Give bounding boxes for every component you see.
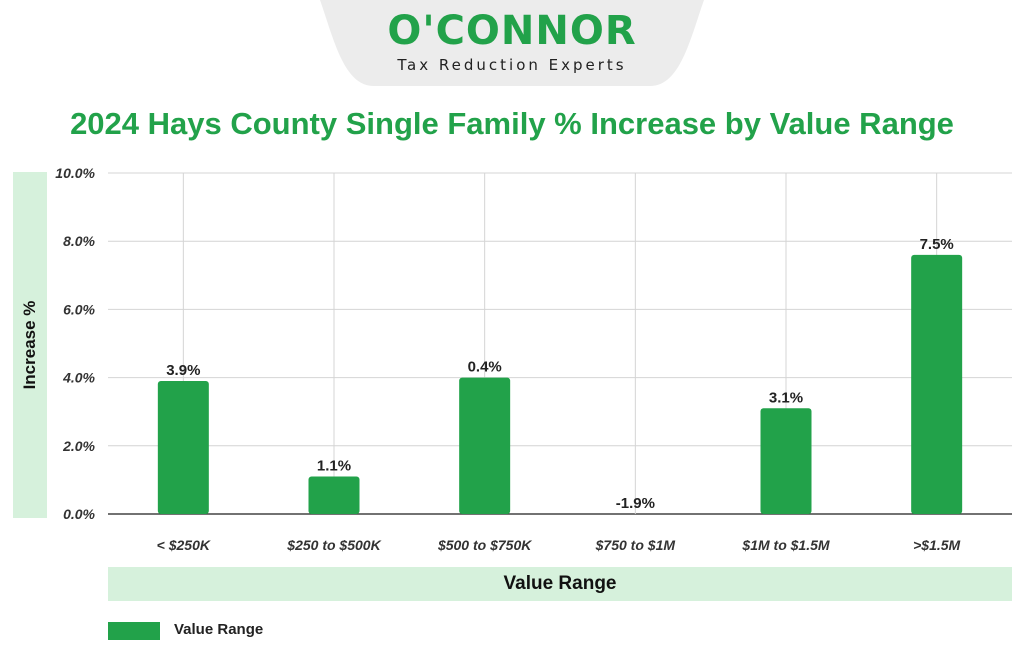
chart-title: 2024 Hays County Single Family % Increas… xyxy=(70,106,954,141)
x-tick-label: < $250K xyxy=(157,537,211,553)
y-tick-label: 10.0% xyxy=(55,165,95,181)
legend-label: Value Range xyxy=(174,621,264,638)
data-labels: 3.9% 1.1% 0.4% -1.9% 3.1% 7.5% xyxy=(166,236,954,512)
bar-value-label: 0.4% xyxy=(468,359,502,376)
bar-value-label: 3.9% xyxy=(166,362,200,379)
bar xyxy=(308,476,360,514)
y-axis-label-band xyxy=(13,172,47,518)
y-axis-ticks: 0.0% 2.0% 4.0% 6.0% 8.0% 10.0% xyxy=(55,165,95,522)
y-tick-label: 0.0% xyxy=(63,506,95,522)
bar xyxy=(459,377,511,514)
x-tick-label: $250 to $500K xyxy=(286,537,381,553)
y-tick-label: 6.0% xyxy=(63,301,95,317)
bar xyxy=(911,254,963,514)
header-tab xyxy=(320,0,704,86)
bar-value-label: 3.1% xyxy=(769,389,803,406)
company-logo: O'CONNOR Tax Reduction Experts xyxy=(330,8,694,74)
bar-value-label: 7.5% xyxy=(920,236,954,253)
logo-tagline: Tax Reduction Experts xyxy=(397,56,627,74)
x-axis-ticks: < $250K $250 to $500K $500 to $750K $750 to… xyxy=(157,537,961,553)
x-tick-label: $1M to $1.5M xyxy=(741,537,829,553)
logo-wordmark: O'CONNOR xyxy=(387,8,637,54)
bar xyxy=(760,408,812,514)
y-tick-label: 8.0% xyxy=(63,233,95,249)
legend-swatch xyxy=(108,622,160,640)
bar-value-label: 1.1% xyxy=(317,457,351,474)
bar-value-label: -1.9% xyxy=(616,495,655,512)
y-tick-label: 4.0% xyxy=(62,370,95,386)
x-tick-label: >$1.5M xyxy=(913,537,960,553)
x-tick-label: $750 to $1M xyxy=(595,537,676,553)
bars xyxy=(157,254,963,514)
y-tick-label: 2.0% xyxy=(62,438,95,454)
grid-lines xyxy=(108,172,1012,515)
bar xyxy=(157,381,209,514)
x-axis-label: Value Range xyxy=(108,567,1012,601)
x-tick-label: $500 to $750K xyxy=(437,537,532,553)
